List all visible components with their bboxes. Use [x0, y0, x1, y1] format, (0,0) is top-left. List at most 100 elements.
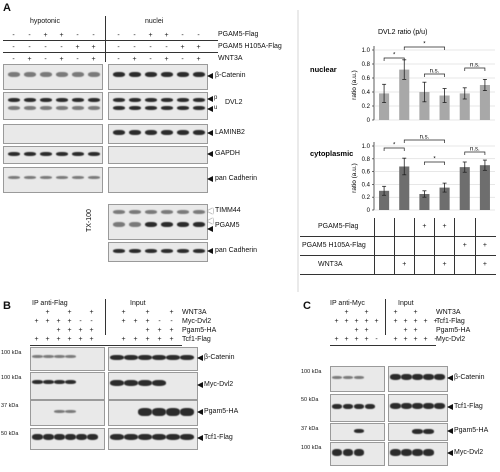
coip-sign: - — [375, 336, 378, 343]
y-tick-label: 0 — [367, 118, 371, 124]
band-dvl2-p — [161, 98, 173, 102]
cond-line-2 — [3, 52, 218, 53]
sign-wnt3a: - — [44, 56, 47, 63]
band-laminb2 — [129, 130, 141, 135]
band-tx-cadherin — [129, 249, 141, 253]
coip-band — [43, 380, 54, 384]
blot-pancadherin-nuclei — [108, 167, 208, 193]
sign-wnt3a: + — [59, 56, 64, 63]
panel-c-input: Input — [398, 300, 414, 307]
band-dvl2-u — [88, 106, 100, 110]
band-beta-catenin — [56, 72, 68, 77]
coip-sign: + — [169, 336, 174, 343]
coip-band — [110, 434, 124, 440]
coip-blot-label: Pgam5-HA — [454, 427, 489, 434]
chart-title: DVL2 ratio (p/u) — [378, 29, 427, 36]
coip-band — [54, 434, 65, 440]
band-dvl2-u — [129, 106, 141, 110]
bar — [379, 93, 390, 120]
sign-pgam5: + — [43, 32, 48, 39]
band-timm44 — [129, 210, 141, 214]
cond-table-line — [300, 274, 496, 275]
band-pancadherin — [8, 176, 20, 179]
significance-bracket — [383, 147, 405, 151]
band-beta-catenin — [193, 72, 205, 77]
blot-pancadherin — [3, 167, 103, 193]
band-dvl2-u — [113, 106, 125, 110]
sign-h105a: - — [149, 44, 152, 51]
coip-blot-label: β-Catenin — [204, 354, 235, 361]
band-pgam5 — [161, 222, 173, 227]
band-dvl2-u — [145, 106, 157, 110]
coip-band — [434, 374, 445, 380]
coip-band — [401, 403, 412, 409]
label-pgam5: PGAM5 — [215, 222, 240, 229]
sign-h105a: - — [28, 44, 31, 51]
band-pancadherin — [24, 176, 36, 179]
coip-sign: + — [413, 318, 418, 325]
coip-blot — [30, 400, 105, 426]
arrow-dvl2-p — [207, 96, 213, 102]
coip-band — [54, 355, 65, 358]
coip-sign: + — [89, 327, 94, 334]
panel-b-ip: IP anti-Flag — [32, 300, 68, 307]
coip-sign: - — [434, 336, 437, 343]
panel-c-ip: IP anti-Myc — [330, 300, 365, 307]
band-dvl2-p — [56, 98, 68, 102]
band-pancadherin — [88, 176, 100, 179]
mw-marker: 50 kDa — [301, 397, 319, 403]
mw-marker: 100 kDa — [301, 445, 322, 451]
label-gapdh: GAPDH — [215, 150, 240, 157]
coip-band — [354, 376, 364, 379]
coip-band — [152, 380, 166, 386]
coip-sign: + — [56, 327, 61, 334]
coip-band — [32, 380, 43, 384]
label-dvl2: DVL2 — [225, 99, 243, 106]
sign-h105a: - — [44, 44, 47, 51]
band-beta-catenin — [145, 72, 157, 77]
band-beta-catenin — [88, 72, 100, 77]
coip-band — [423, 449, 434, 456]
band-tx-cadherin — [177, 249, 189, 253]
significance-label: * — [393, 143, 396, 149]
significance-label: * — [423, 42, 426, 48]
coip-row-label: Pgam5-HA — [182, 327, 217, 334]
sign-wnt3a: - — [76, 56, 79, 63]
coip-band — [180, 355, 194, 360]
coip-band — [401, 449, 412, 456]
band-timm44 — [161, 210, 173, 214]
coip-arrow — [447, 450, 453, 456]
coip-blot — [30, 347, 105, 371]
band-laminb2 — [145, 130, 157, 135]
band-dvl2-p — [177, 98, 189, 102]
cond-table-col — [454, 218, 455, 275]
coip-band — [332, 404, 342, 409]
blot-beta-catenin-nuclei — [108, 64, 208, 90]
y-tick-label: 0.6 — [362, 76, 371, 82]
sign-pgam5: + — [148, 32, 153, 39]
cond-table-sign: + — [482, 261, 487, 268]
significance-bracket — [403, 46, 445, 50]
coip-band — [32, 434, 43, 440]
cond-line-1 — [3, 40, 218, 41]
band-beta-catenin — [40, 72, 52, 77]
significance-bracket — [424, 73, 445, 77]
band-pancadherin — [40, 176, 52, 179]
bar — [479, 165, 490, 210]
coip-sign: + — [78, 336, 83, 343]
coip-band — [124, 434, 138, 440]
coip-row-label: Tcf1-Flag — [436, 318, 465, 325]
bar — [379, 190, 390, 210]
coip-sign: + — [354, 318, 359, 325]
sign-h105a: - — [60, 44, 63, 51]
band-dvl2-p — [88, 98, 100, 102]
sign-h105a: - — [12, 44, 15, 51]
sign-h105a: - — [165, 44, 168, 51]
sign-wnt3a: - — [181, 56, 184, 63]
coip-band — [65, 380, 76, 384]
mw-marker: 37 kDa — [301, 426, 319, 432]
coip-sign: + — [364, 318, 369, 325]
coip-sign: + — [334, 336, 339, 343]
sign-wnt3a: - — [12, 56, 15, 63]
y-tick-label: 1.0 — [362, 48, 371, 54]
